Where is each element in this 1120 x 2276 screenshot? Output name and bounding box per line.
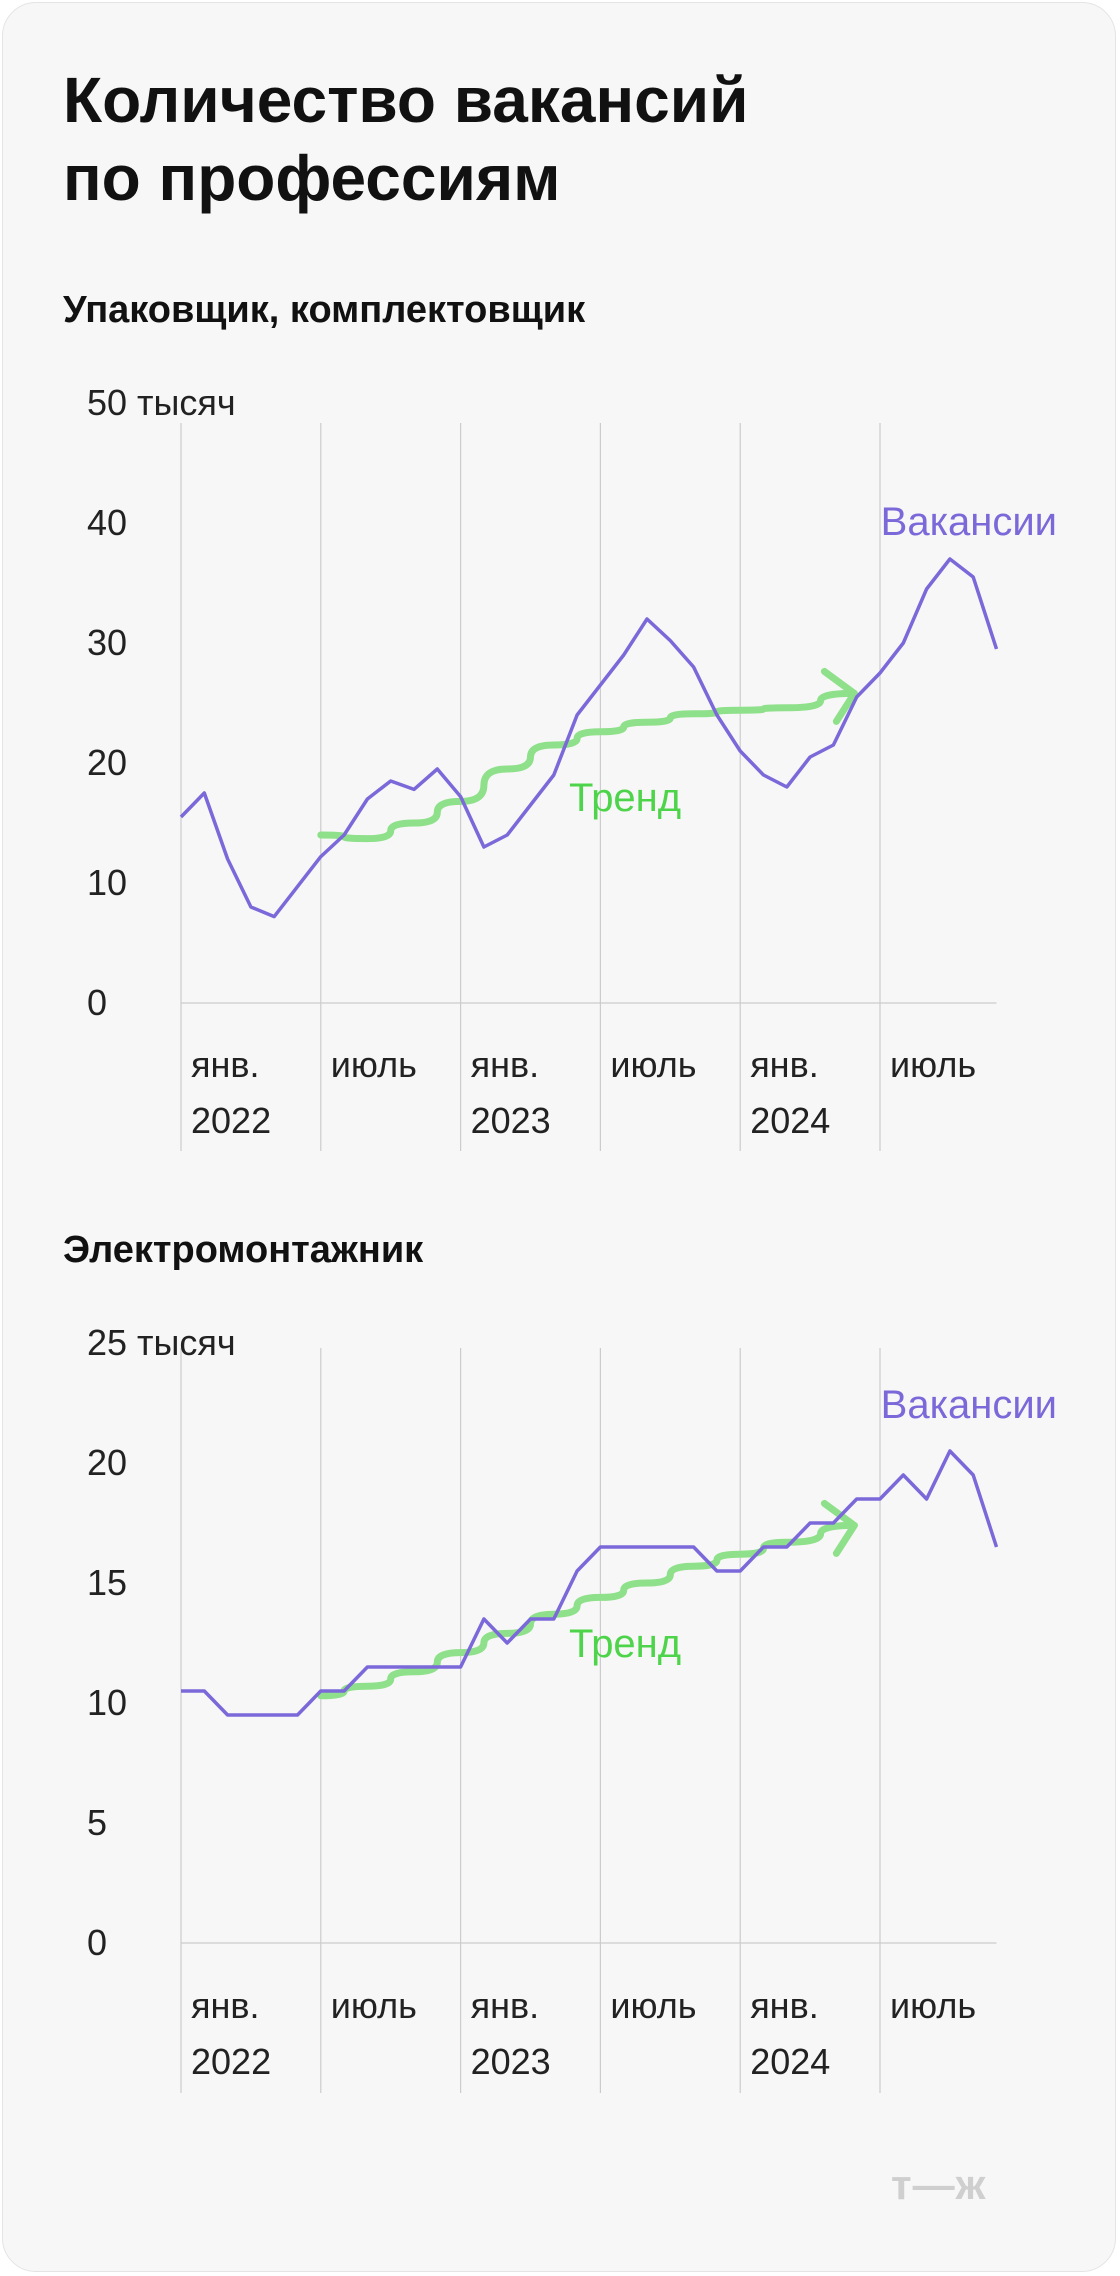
y-tick-label: 15 (87, 1562, 127, 1603)
x-tick-year-label: 2022 (191, 2041, 271, 2082)
y-tick-label: 10 (87, 1682, 127, 1723)
trend-series-label: Тренд (569, 776, 681, 820)
trend-line (317, 689, 858, 843)
x-tick-label: июль (331, 1044, 417, 1085)
x-tick-label: июль (331, 1985, 417, 2026)
x-tick-label: янв. (191, 1044, 260, 1085)
page-title-line-1: Количество вакансий (63, 64, 749, 136)
chart-2-title: Электромонтажник (63, 1229, 424, 1271)
x-tick-year-label: 2023 (471, 1100, 551, 1141)
vacancies-line (181, 1449, 999, 1717)
y-tick-label: 25 тысяч (87, 1322, 236, 1363)
y-tick-label: 5 (87, 1802, 107, 1843)
y-tick-label: 40 (87, 502, 127, 543)
x-tick-label: янв. (191, 1985, 260, 2026)
x-tick-label: июль (890, 1985, 976, 2026)
x-tick-label: июль (610, 1985, 696, 2026)
y-tick-label: 10 (87, 862, 127, 903)
y-tick-label: 30 (87, 622, 127, 663)
y-tick-label: 0 (87, 982, 107, 1023)
y-tick-label: 0 (87, 1922, 107, 1963)
chart-2-electrician: 0 5 10 15 20 25 тысяч янв. 2022 июль янв. 2023 июль… (87, 1322, 1057, 2093)
x-tick-label: июль (890, 1044, 976, 1085)
y-tick-label: 20 (87, 742, 127, 783)
x-tick-year-label: 2024 (750, 1100, 830, 1141)
x-tick-label: июль (610, 1044, 696, 1085)
x-tick-label: янв. (471, 1985, 540, 2026)
x-tick-label: янв. (750, 1044, 819, 1085)
vacancies-series-label: Вакансии (881, 500, 1057, 544)
vacancies-series-label: Вакансии (881, 1383, 1057, 1427)
page-title: Количество вакансий по профессиям (63, 61, 963, 217)
chart-1-title: Упаковщик, комплектовщик (63, 289, 586, 331)
trend-arrowhead (820, 1499, 858, 1557)
x-tick-year-label: 2023 (471, 2041, 551, 2082)
y-tick-label: 20 (87, 1442, 127, 1483)
x-tick-label: янв. (750, 1985, 819, 2026)
x-tick-year-label: 2024 (750, 2041, 830, 2082)
chart-1-packer: 0 10 20 30 40 50 тысяч янв. 2022 июль янв. 2023 июл… (87, 382, 1057, 1151)
x-tick-year-label: 2022 (191, 1100, 271, 1141)
page-title-line-2: по профессиям (63, 142, 561, 214)
trend-arrowhead (820, 667, 858, 725)
tj-logo: т—ж (891, 2161, 987, 2208)
trend-series-label: Тренд (569, 1622, 681, 1666)
trend-line (317, 1521, 858, 1700)
vacancies-line (179, 557, 999, 919)
x-tick-label: янв. (471, 1044, 540, 1085)
y-tick-label: 50 тысяч (87, 382, 236, 423)
